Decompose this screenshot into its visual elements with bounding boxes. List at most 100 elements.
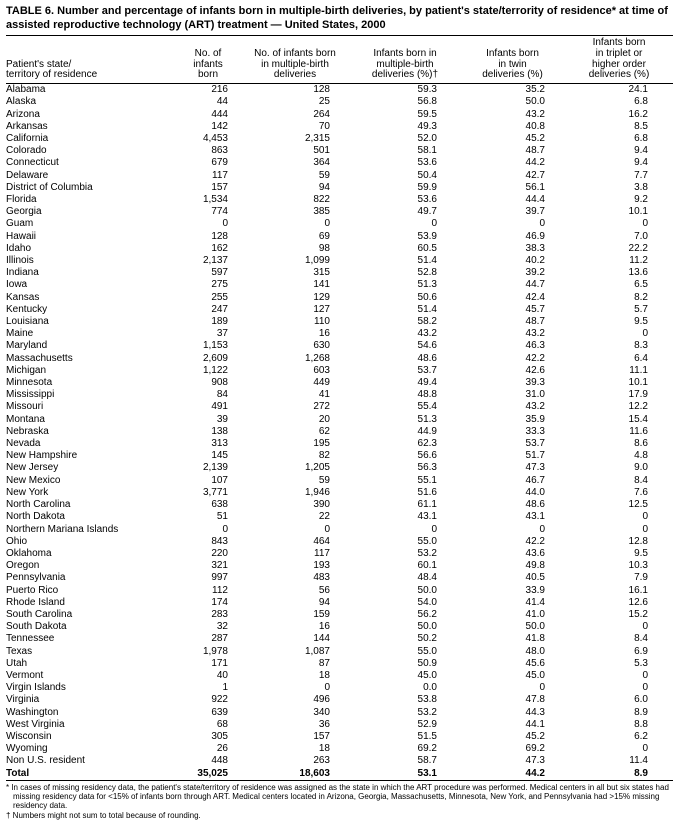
value-cell: 39.7 <box>525 206 545 218</box>
value-cell: 272 <box>313 401 330 413</box>
column-header: No. of infants born in multiple-birth deli… <box>240 35 350 85</box>
value-cell: 128 <box>211 230 228 242</box>
value-cell: 49.4 <box>417 377 437 389</box>
value-cell: 6.5 <box>634 279 648 291</box>
table-row: Indiana 597 315 52.8 39.2 13.6 <box>6 267 673 279</box>
value-cell: 40.2 <box>525 255 545 267</box>
value-cell: 12.6 <box>628 596 648 608</box>
value-cell: 68 <box>216 718 228 730</box>
state-cell: North Carolina <box>6 499 71 511</box>
value-cell: 247 <box>211 303 228 315</box>
table-row: Hawaii 128 69 53.9 46.9 7.0 <box>6 231 673 243</box>
table-row: Virginia 922 496 53.8 47.8 6.0 <box>6 694 673 706</box>
state-cell: Indiana <box>6 267 39 279</box>
value-cell: 59.3 <box>417 84 437 96</box>
value-cell: 9.2 <box>634 194 648 206</box>
value-cell: 6.8 <box>634 133 648 144</box>
value-cell: 0 <box>222 218 228 230</box>
value-cell: 46.3 <box>525 340 545 352</box>
table-row: Nebraska 138 62 44.9 33.3 11.6 <box>6 426 673 438</box>
value-cell: 117 <box>212 169 228 181</box>
value-cell: 43.1 <box>525 511 545 523</box>
value-cell: 8.2 <box>634 291 648 303</box>
value-cell: 7.7 <box>634 169 648 181</box>
state-cell: Kansas <box>6 291 40 303</box>
value-cell: 48.8 <box>417 389 437 401</box>
state-cell: Michigan <box>6 364 47 376</box>
value-cell: 58.2 <box>417 316 437 328</box>
table-row: Kansas 255 129 50.6 42.4 8.2 <box>6 292 673 304</box>
value-cell: 32 <box>216 621 228 633</box>
value-cell: 35,025 <box>197 767 228 779</box>
value-cell: 483 <box>313 572 330 584</box>
value-cell: 110 <box>314 316 330 328</box>
value-cell: 56.8 <box>417 96 437 108</box>
footnotes: * In cases of missing residency data, th… <box>6 783 673 820</box>
state-cell: Texas <box>6 645 33 657</box>
value-cell: 59.5 <box>417 108 437 120</box>
value-cell: 33.3 <box>525 425 545 437</box>
table-title: TABLE 6. Number and percentage of infant… <box>6 5 668 31</box>
value-cell: 22.2 <box>628 242 648 254</box>
state-cell: Maryland <box>6 340 48 352</box>
value-cell: 39.3 <box>525 377 545 389</box>
value-cell: 44.4 <box>525 194 545 206</box>
table-row: New Jersey 2,139 1,205 56.3 47.3 9.0 <box>6 462 673 474</box>
value-cell: 0 <box>324 523 330 535</box>
value-cell: 51.3 <box>417 279 437 291</box>
state-cell: Vermont <box>6 669 44 681</box>
value-cell: 39 <box>216 413 228 425</box>
value-cell: 43.2 <box>525 108 545 120</box>
value-cell: 44.2 <box>525 157 545 169</box>
value-cell: 45.0 <box>525 669 545 681</box>
value-cell: 6.4 <box>634 352 648 364</box>
value-cell: 56.1 <box>525 181 545 193</box>
value-cell: 59 <box>318 169 330 181</box>
value-cell: 26 <box>216 743 228 755</box>
state-cell: Connecticut <box>6 157 59 169</box>
value-cell: 35.2 <box>525 84 545 96</box>
value-cell: 58.1 <box>417 145 437 157</box>
value-cell: 142 <box>211 120 228 132</box>
value-cell: 0 <box>324 682 330 694</box>
state-cell: District of Columbia <box>6 181 93 193</box>
value-cell: 51.6 <box>417 486 437 498</box>
table-row: Wisconsin 305 157 51.5 45.2 6.2 <box>6 731 673 743</box>
table-row: North Dakota 51 22 43.1 43.1 0 <box>6 511 673 523</box>
table-row: Delaware 117 59 50.4 42.7 7.7 <box>6 170 673 182</box>
value-cell: 501 <box>313 145 330 157</box>
state-cell: Arizona <box>6 108 40 120</box>
state-cell: Hawaii <box>6 230 37 242</box>
table-row: North Carolina 638 390 61.1 48.6 12.5 <box>6 499 673 511</box>
value-cell: 46.9 <box>525 230 545 242</box>
value-cell: 390 <box>313 499 330 511</box>
state-cell: Washington <box>6 706 59 718</box>
value-cell: 31.0 <box>525 389 545 401</box>
state-cell: Total <box>6 767 30 779</box>
value-cell: 220 <box>211 547 228 559</box>
value-cell: 11.6 <box>629 425 648 437</box>
value-cell: 138 <box>211 425 228 437</box>
value-cell: 822 <box>313 194 330 206</box>
value-cell: 49.7 <box>417 206 437 218</box>
value-cell: 94 <box>318 181 330 193</box>
state-cell: New Mexico <box>6 474 61 486</box>
value-cell: 5.3 <box>634 657 648 669</box>
table-row: Guam 0 0 0 0 0 <box>6 218 673 230</box>
value-cell: 53.2 <box>417 547 437 559</box>
value-cell: 55.0 <box>417 645 437 657</box>
value-cell: 6.9 <box>634 645 648 657</box>
value-cell: 48.6 <box>417 352 437 364</box>
value-cell: 33.9 <box>525 584 545 596</box>
value-cell: 638 <box>211 499 228 511</box>
value-cell: 193 <box>313 560 330 572</box>
table-row: Maryland 1,153 630 54.6 46.3 8.3 <box>6 340 673 352</box>
value-cell: 50.6 <box>417 291 437 303</box>
value-cell: 0 <box>539 523 545 535</box>
value-cell: 51.7 <box>525 450 545 462</box>
value-cell: 117 <box>314 547 330 559</box>
value-cell: 2,315 <box>304 133 330 144</box>
value-cell: 9.5 <box>634 316 648 328</box>
value-cell: 53.6 <box>417 194 437 206</box>
table-row: Louisiana 189 110 58.2 48.7 9.5 <box>6 316 673 328</box>
